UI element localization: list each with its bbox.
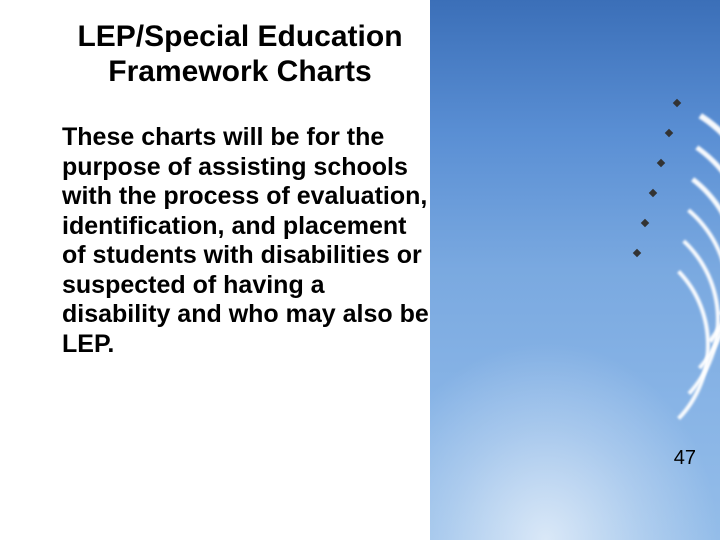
decorative-image: 47 <box>430 0 720 540</box>
text-column: LEP/Special Education Framework Charts T… <box>0 0 430 540</box>
page-number: 47 <box>674 447 696 470</box>
slide-title: LEP/Special Education Framework Charts <box>50 20 430 89</box>
slide-body: These charts will be for the purpose of … <box>62 123 430 359</box>
slide: LEP/Special Education Framework Charts T… <box>0 0 720 540</box>
haze-overlay <box>430 340 720 540</box>
